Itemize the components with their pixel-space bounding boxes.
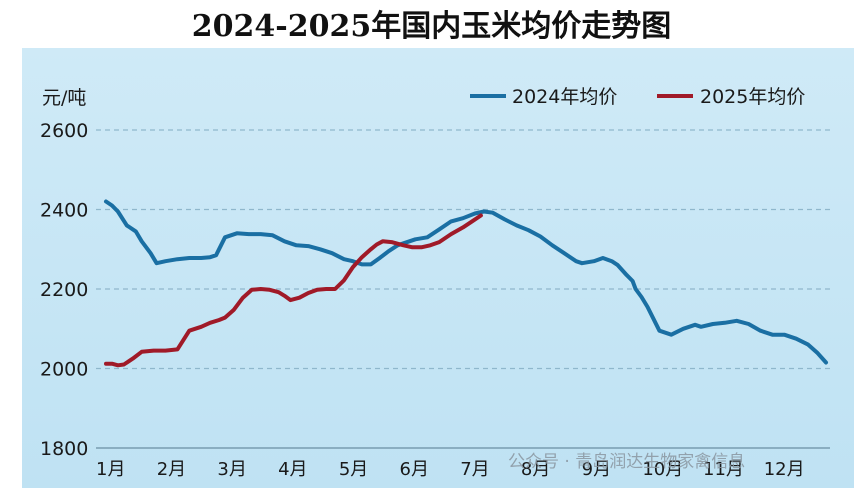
- series-line-2: [104, 213, 483, 368]
- plot-panel: [22, 48, 854, 488]
- chart-title: 2024-2025年国内玉米均价走势图: [191, 9, 672, 44]
- legend-label-1: 2024年均价: [512, 86, 617, 108]
- x-tick-label: 2月: [157, 459, 186, 480]
- x-tick-label: 1月: [96, 459, 125, 480]
- watermark-text: 公众号 · 青岛润达生物家禽信息: [508, 452, 745, 472]
- y-axis-label: 元/吨: [42, 87, 86, 109]
- x-tick-label: 5月: [339, 459, 368, 480]
- y-tick-label: 1800: [40, 438, 88, 460]
- x-axis-ticks: 1月 2月 3月 4月 5月 6月 7月 8月 9月 10月 11月 12月: [96, 459, 805, 480]
- x-tick-label: 3月: [217, 459, 246, 480]
- y-tick-label: 2000: [40, 359, 88, 381]
- x-tick-label: 6月: [400, 459, 429, 480]
- x-tick-label: 7月: [460, 459, 489, 480]
- y-axis-ticks: 2600 2400 2200 2000 1800: [40, 120, 88, 460]
- y-tick-label: 2200: [40, 279, 88, 301]
- legend-label-2: 2025年均价: [700, 86, 805, 108]
- x-tick-label: 9月: [582, 459, 611, 480]
- title-bar: 2024-2025年国内玉米均价走势图: [0, 0, 863, 46]
- series-line-1: [104, 199, 828, 365]
- legend: 2024年均价 2025年均价: [470, 86, 805, 108]
- x-tick-label: 8月: [521, 459, 550, 480]
- y-tick-label: 2600: [40, 120, 88, 142]
- y-tick-label: 2400: [40, 200, 88, 222]
- series-layer: [104, 199, 828, 368]
- x-tick-label: 12月: [764, 459, 805, 480]
- grid-layer: [96, 129, 830, 449]
- x-tick-label: 4月: [278, 459, 307, 480]
- x-tick-label: 11月: [703, 459, 744, 480]
- x-tick-label: 10月: [642, 459, 683, 480]
